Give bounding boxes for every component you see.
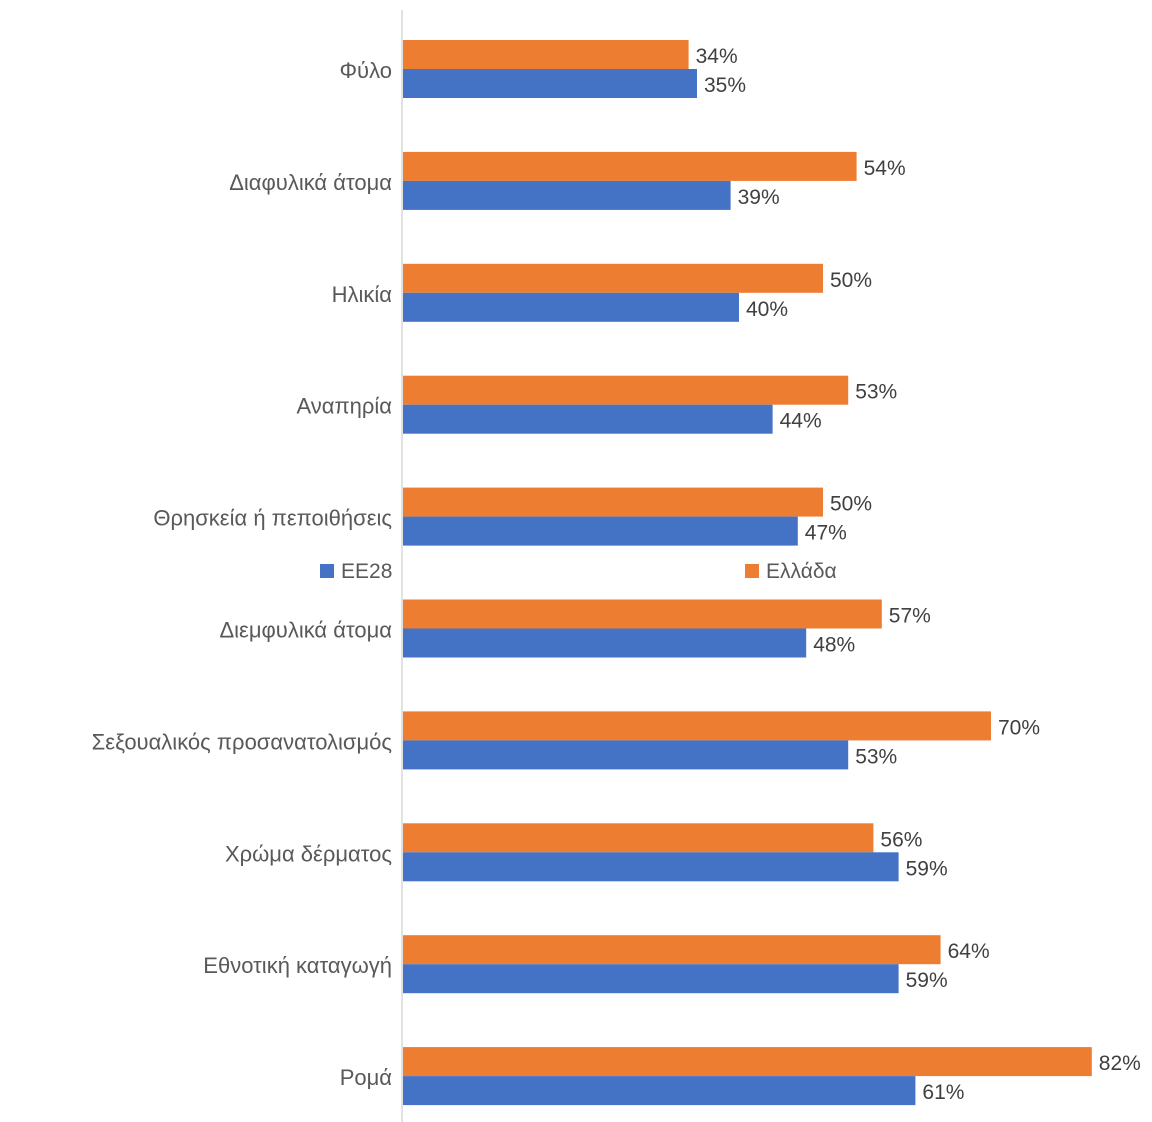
legend-swatch bbox=[320, 564, 334, 578]
data-label: 70% bbox=[998, 716, 1040, 739]
bar-greece bbox=[403, 935, 941, 965]
data-label: 56% bbox=[880, 828, 922, 851]
legend: ΕΕ28 Ελλάδα bbox=[320, 560, 837, 583]
bar-greece bbox=[403, 1047, 1092, 1077]
bars-group bbox=[403, 40, 1092, 1106]
data-label: 44% bbox=[780, 410, 822, 433]
data-label: 39% bbox=[738, 186, 780, 209]
category-label: Εθνοτική καταγωγή bbox=[203, 953, 392, 978]
data-label: 47% bbox=[805, 522, 847, 545]
data-label: 57% bbox=[889, 605, 931, 628]
bar-eu28 bbox=[403, 628, 807, 658]
data-label: 50% bbox=[830, 493, 872, 516]
legend-label: Ελλάδα bbox=[766, 560, 837, 583]
legend-swatch bbox=[745, 564, 759, 578]
bar-eu28 bbox=[403, 964, 899, 994]
bar-eu28 bbox=[403, 740, 849, 770]
bar-eu28 bbox=[403, 404, 773, 434]
data-label: 64% bbox=[948, 940, 990, 963]
bar-eu28 bbox=[403, 180, 731, 210]
bar-greece bbox=[403, 599, 882, 629]
data-label: 53% bbox=[855, 381, 897, 404]
labels-group: Φύλο 34% 35% Διαφυλικά άτομα 54% 39% Ηλικία 50%… bbox=[92, 45, 1141, 1104]
bar-greece bbox=[403, 711, 991, 741]
data-label: 48% bbox=[813, 634, 855, 657]
category-label: Σεξουαλικός προσανατολισμός bbox=[92, 729, 392, 754]
category-label: Διεμφυλικά άτομα bbox=[219, 618, 392, 643]
category-label: Διαφυλικά άτομα bbox=[229, 170, 392, 195]
data-label: 35% bbox=[704, 74, 746, 97]
bar-eu28 bbox=[403, 292, 739, 322]
bar-greece bbox=[403, 151, 857, 181]
data-label: 40% bbox=[746, 298, 788, 321]
category-label: Χρώμα δέρματος bbox=[225, 841, 392, 866]
data-label: 82% bbox=[1099, 1052, 1141, 1075]
category-label: Αναπηρία bbox=[296, 394, 392, 419]
category-label: Ρομά bbox=[340, 1065, 393, 1090]
data-label: 59% bbox=[906, 969, 948, 992]
data-label: 53% bbox=[855, 745, 897, 768]
bar-greece bbox=[403, 40, 689, 69]
bar-greece bbox=[403, 375, 849, 405]
bar-eu28 bbox=[403, 69, 697, 98]
data-label: 54% bbox=[864, 157, 906, 180]
legend-label: ΕΕ28 bbox=[341, 560, 392, 583]
bar-eu28 bbox=[403, 1076, 916, 1106]
bar-eu28 bbox=[403, 852, 899, 882]
data-label: 61% bbox=[922, 1081, 964, 1104]
category-label: Θρησκεία ή πεποιθήσεις bbox=[153, 506, 392, 531]
bar-greece bbox=[403, 487, 823, 517]
data-label: 34% bbox=[696, 45, 738, 68]
category-label: Φύλο bbox=[340, 58, 393, 83]
bar-greece bbox=[403, 263, 823, 293]
bar-eu28 bbox=[403, 516, 798, 546]
category-label: Ηλικία bbox=[332, 282, 393, 307]
data-label: 50% bbox=[830, 269, 872, 292]
bar-greece bbox=[403, 823, 874, 853]
data-label: 59% bbox=[906, 857, 948, 880]
